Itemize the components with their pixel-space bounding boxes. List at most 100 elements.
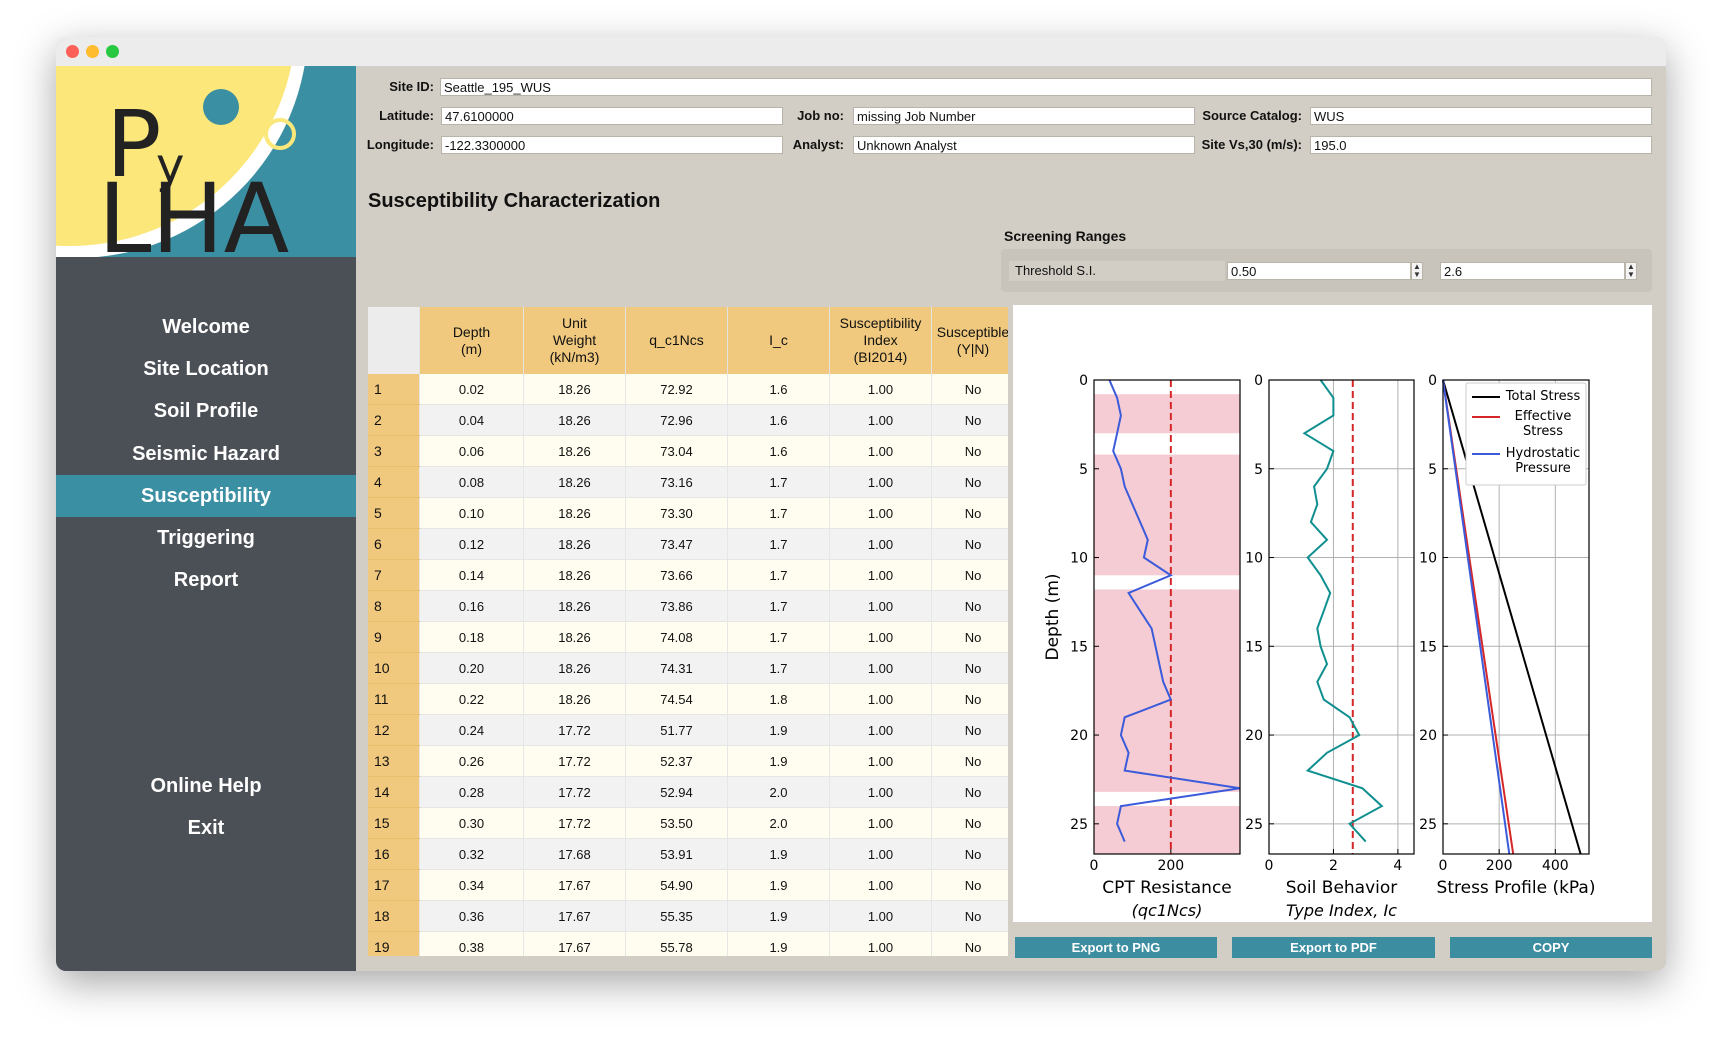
table-row: 19 0.38 17.67 55.78 1.9 1.00 No — [368, 931, 1008, 956]
group-title: Screening Ranges — [1004, 228, 1127, 244]
table-cell: 0.14 — [419, 559, 524, 591]
y-tick-label: 0 — [1079, 373, 1088, 389]
y-tick-label: 15 — [1245, 639, 1263, 655]
table-cell: 52.37 — [625, 745, 728, 777]
max-input[interactable]: 2.6 — [1440, 262, 1625, 280]
table-cell: 1.00 — [829, 590, 932, 622]
table-cell: 1.9 — [727, 745, 830, 777]
threshold-label: Threshold S.I. — [1009, 261, 1225, 281]
table-cell: 1.7 — [727, 466, 830, 498]
nav-item[interactable]: Report — [173, 569, 239, 592]
nav-item[interactable]: Seismic Hazard — [132, 442, 280, 465]
table-cell: 18.26 — [523, 590, 626, 622]
table-cell: 0.10 — [419, 497, 524, 529]
table-cell: 1.00 — [829, 714, 932, 746]
table-cell: 1.00 — [829, 621, 932, 653]
zoom-button[interactable] — [106, 45, 119, 58]
table-cell: 74.08 — [625, 621, 728, 653]
nav-item[interactable]: Welcome — [162, 316, 250, 338]
column-header: Unit Weight (kN/m3) — [523, 307, 626, 374]
table-cell: 17.68 — [523, 838, 626, 870]
table-cell: 0.06 — [419, 435, 524, 467]
y-tick-label: 10 — [1070, 551, 1088, 567]
table-cell: 1.00 — [829, 466, 932, 498]
text-input[interactable]: missing Job Number — [853, 107, 1195, 125]
table-row: 9 0.18 18.26 74.08 1.7 1.00 No — [368, 621, 1008, 653]
row-number: 7 — [368, 559, 420, 591]
min-input[interactable]: 0.50 — [1227, 262, 1411, 280]
table-cell: 17.72 — [523, 776, 626, 808]
shaded-range — [1094, 806, 1240, 854]
y-tick-label: 10 — [1419, 551, 1437, 567]
nav-item[interactable]: Susceptibility — [56, 474, 356, 517]
table-cell: 0.34 — [419, 869, 524, 901]
table-cell: 1.00 — [829, 652, 932, 684]
table-row: 2 0.04 18.26 72.96 1.6 1.00 No — [368, 404, 1008, 436]
table-cell: 0.02 — [419, 374, 524, 405]
row-number: 8 — [368, 590, 420, 622]
corner — [368, 307, 420, 374]
table-cell: 72.96 — [625, 404, 728, 436]
table-cell: 1.00 — [829, 807, 932, 839]
column-header: q_c1Ncs — [625, 307, 728, 374]
series-line — [1302, 379, 1384, 843]
table-cell: 0.08 — [419, 466, 524, 498]
text-input[interactable]: Unknown Analyst — [853, 136, 1195, 154]
logo: P y LHA — [56, 66, 356, 257]
table-cell: 17.72 — [523, 807, 626, 839]
row-number: 14 — [368, 776, 420, 808]
table-cell: 18.26 — [523, 374, 626, 405]
y-tick-label: 15 — [1070, 639, 1088, 655]
text-input[interactable]: Seattle_195_WUS — [440, 78, 1652, 96]
row-number: 9 — [368, 621, 420, 653]
text-input[interactable]: WUS — [1310, 107, 1652, 125]
field-label: Site Vs,30 (m/s): — [1201, 137, 1302, 152]
field-label: Source Catalog: — [1202, 108, 1302, 123]
table-row: 3 0.06 18.26 73.04 1.6 1.00 No — [368, 435, 1008, 467]
table-cell: No — [931, 590, 1008, 622]
text-input[interactable]: 195.0 — [1310, 136, 1652, 154]
table-cell: No — [931, 900, 1008, 932]
x-tick-label: 0 — [1439, 858, 1448, 874]
table-cell: 74.31 — [625, 652, 728, 684]
text-input[interactable]: -122.3300000 — [441, 136, 783, 154]
row-number: 10 — [368, 652, 420, 684]
text-input[interactable]: 47.6100000 — [441, 107, 783, 125]
button[interactable]: COPY — [1450, 937, 1652, 958]
nav-item[interactable]: Exit — [187, 817, 225, 839]
nav-item[interactable]: Online Help — [150, 775, 262, 797]
table-cell: 1.00 — [829, 931, 932, 956]
table-cell: No — [931, 838, 1008, 870]
button[interactable]: Export to PDF — [1232, 937, 1435, 958]
logo-p: P — [106, 91, 161, 198]
row-number: 17 — [368, 869, 420, 901]
y-tick-label: 0 — [1428, 373, 1437, 389]
x-tick-label: 200 — [1157, 858, 1184, 874]
table-cell: 1.9 — [727, 714, 830, 746]
table-cell: No — [931, 931, 1008, 956]
row-number: 16 — [368, 838, 420, 870]
y-tick-label: 20 — [1419, 728, 1437, 744]
table-row: 18 0.36 17.67 55.35 1.9 1.00 No — [368, 900, 1008, 932]
row-number: 5 — [368, 497, 420, 529]
minimize-button[interactable] — [86, 45, 99, 58]
title-bar — [56, 37, 1666, 67]
nav-item[interactable]: Soil Profile — [153, 400, 259, 423]
table-cell: No — [931, 435, 1008, 467]
spin-button[interactable]: ▲ ▼ — [1411, 262, 1423, 280]
x-axis-label: Type Index, Ic — [1286, 901, 1397, 920]
nav-item[interactable]: Site Location — [143, 358, 269, 381]
table-cell: 73.16 — [625, 466, 728, 498]
table-cell: No — [931, 869, 1008, 901]
x-tick-label: 0 — [1265, 858, 1274, 874]
nav-item[interactable]: Triggering — [157, 527, 255, 549]
table-cell: 73.47 — [625, 528, 728, 560]
row-number: 2 — [368, 404, 420, 436]
table-cell: 1.7 — [727, 559, 830, 591]
button[interactable]: Export to PNG — [1015, 937, 1217, 958]
table-cell: No — [931, 621, 1008, 653]
chart-panel: 0 200 0 5 10 15 20 25 CPT Resistance (qc1Ncs) Dept… — [1013, 305, 1652, 922]
close-button[interactable] — [66, 45, 79, 58]
column-header: I_c — [727, 307, 830, 374]
spin-button[interactable]: ▲ ▼ — [1625, 262, 1637, 280]
